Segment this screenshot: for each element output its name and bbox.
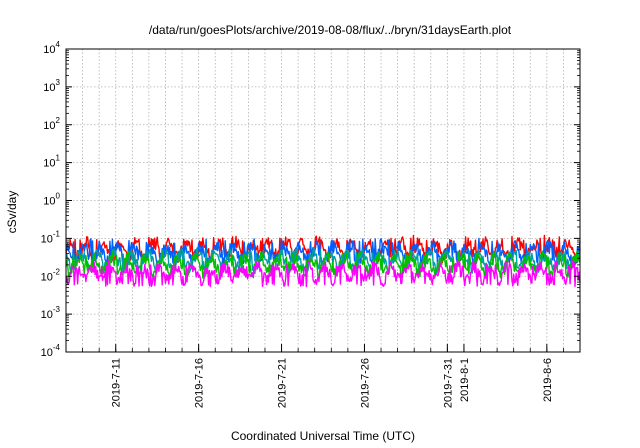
x-axis: 2019-7-11 2019-7-16 2019-7-21 2019-7-26 2019… <box>82 344 564 408</box>
x-tick-label: 2019-8-1 <box>459 358 471 402</box>
y-tick-label: 101 <box>43 154 60 170</box>
y-tick-label: 10-2 <box>41 267 61 283</box>
grid <box>66 49 580 352</box>
y-tick-label: 104 <box>43 40 60 56</box>
series-group <box>65 234 581 288</box>
x-tick-label: 2019-8-6 <box>542 358 554 402</box>
y-tick-label: 10-4 <box>41 343 61 359</box>
series-line <box>65 259 581 288</box>
y-tick-label: 103 <box>43 78 60 94</box>
x-tick-label: 2019-7-26 <box>359 358 371 408</box>
x-tick-label: 2019-7-11 <box>111 358 123 407</box>
y-axis-label: cSv/day <box>5 191 19 234</box>
y-tick-label: 10-3 <box>41 305 61 321</box>
y-tick-label: 10-1 <box>41 229 61 245</box>
y-axis: 10-4 10-3 10-2 10-1 100 101 102 103 104 <box>41 40 580 359</box>
x-tick-label: 2019-7-16 <box>194 358 206 408</box>
y-tick-label: 100 <box>43 192 60 208</box>
y-tick-label: 102 <box>43 116 60 132</box>
x-axis-label: Coordinated Universal Time (UTC) <box>231 429 415 443</box>
x-tick-label: 2019-7-21 <box>277 358 289 408</box>
chart-title: /data/run/goesPlots/archive/2019-08-08/f… <box>149 23 512 37</box>
x-tick-label: 2019-7-31 <box>442 358 454 408</box>
